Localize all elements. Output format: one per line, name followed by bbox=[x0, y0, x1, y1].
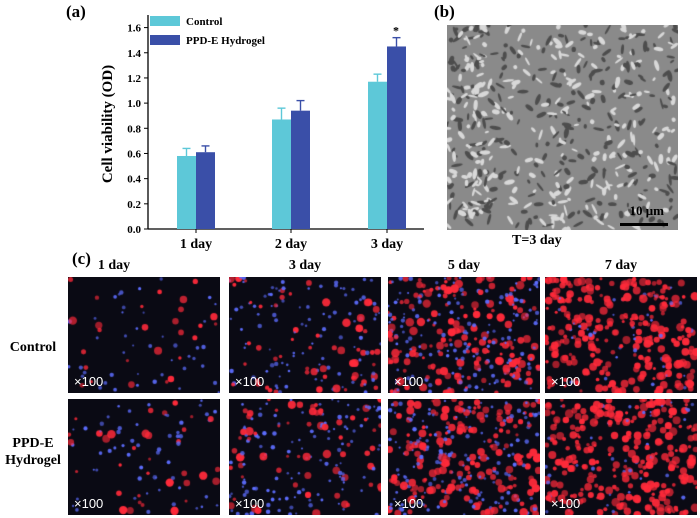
fluorescence-image-hydrogel-day-3: ×100 bbox=[388, 399, 540, 515]
significance-star: * bbox=[393, 24, 399, 38]
magnification-label: ×100 bbox=[235, 496, 265, 511]
bar-hydrogel bbox=[196, 152, 215, 229]
micrograph-caption: T=3 day bbox=[512, 233, 562, 248]
fluorescence-image-control-day-3: ×100 bbox=[388, 277, 540, 393]
scale-bar bbox=[620, 223, 668, 226]
fluorescence-image-control-day-1: ×100 bbox=[68, 277, 220, 393]
scale-bar-label: 10 μm bbox=[629, 203, 664, 218]
panel-label-c: (c) bbox=[72, 249, 91, 268]
column-label-day-3: 5 day bbox=[447, 258, 481, 273]
column-label-day-4: 7 day bbox=[604, 258, 638, 273]
x-tick-label: 1 day bbox=[180, 237, 212, 252]
fluorescence-image-hydrogel-day-2: ×100 bbox=[229, 399, 381, 515]
phase-contrast-micrograph: 10 μm bbox=[447, 25, 678, 230]
legend-label-control: Control bbox=[186, 16, 222, 28]
y-tick-label: 1.0 bbox=[127, 98, 141, 110]
magnification-label: ×100 bbox=[394, 374, 424, 389]
y-tick-label: 0.2 bbox=[127, 199, 141, 211]
legend-label-hydrogel: PPD-E Hydrogel bbox=[186, 35, 265, 47]
magnification-label: ×100 bbox=[235, 374, 265, 389]
row-label-control: Control bbox=[9, 340, 57, 355]
column-label-day-1: 1 day bbox=[97, 258, 131, 273]
fluorescence-canvas bbox=[388, 399, 540, 515]
bar-control bbox=[177, 155, 196, 229]
fluorescence-image-hydrogel-day-4: ×100 bbox=[545, 399, 697, 515]
y-tick-label: 0.8 bbox=[127, 123, 141, 135]
y-tick-label: 0.6 bbox=[127, 148, 141, 160]
fluorescence-canvas bbox=[545, 399, 697, 515]
panel-label-a: (a) bbox=[66, 2, 86, 21]
fluorescence-image-control-day-2: ×100 bbox=[229, 277, 381, 393]
fluorescence-canvas bbox=[68, 399, 220, 515]
bar-control bbox=[368, 81, 387, 229]
x-tick-label: 2 day bbox=[275, 237, 307, 252]
x-tick-label: 3 day bbox=[371, 237, 403, 252]
fluorescence-canvas bbox=[229, 277, 381, 393]
y-tick-label: 0.4 bbox=[127, 174, 141, 186]
magnification-label: ×100 bbox=[551, 374, 581, 389]
magnification-label: ×100 bbox=[74, 496, 104, 511]
y-tick-label: 1.2 bbox=[127, 73, 141, 85]
y-tick-label: 1.6 bbox=[127, 23, 141, 35]
fluorescence-canvas bbox=[545, 277, 697, 393]
fluorescence-canvas bbox=[388, 277, 540, 393]
legend-swatch-hydrogel bbox=[150, 35, 180, 45]
fluorescence-canvas bbox=[68, 277, 220, 393]
magnification-label: ×100 bbox=[394, 496, 424, 511]
magnification-label: ×100 bbox=[74, 374, 104, 389]
y-axis-label: Cell viability (OD) bbox=[100, 65, 116, 183]
bar-control bbox=[272, 119, 291, 229]
bar-hydrogel bbox=[387, 46, 406, 230]
column-label-day-2: 3 day bbox=[288, 258, 322, 273]
legend-swatch-control bbox=[150, 16, 180, 26]
bar-chart: 0.0 0.2 0.4 0.6 0.8 1.0 1.2 1.4 1.6 Cell viabilit… bbox=[100, 15, 424, 252]
bar-hydrogel bbox=[291, 110, 310, 229]
y-tick-label: 1.4 bbox=[127, 48, 141, 60]
y-tick-label: 0.0 bbox=[127, 224, 141, 236]
micrograph-image bbox=[447, 25, 678, 230]
magnification-label: ×100 bbox=[551, 496, 581, 511]
row-label-hydrogel: PPD-E Hydrogel bbox=[5, 436, 61, 468]
fluorescence-image-control-day-4: ×100 bbox=[545, 277, 697, 393]
fluorescence-canvas bbox=[229, 399, 381, 515]
fluorescence-image-hydrogel-day-1: ×100 bbox=[68, 399, 220, 515]
panel-label-b: (b) bbox=[434, 2, 455, 21]
